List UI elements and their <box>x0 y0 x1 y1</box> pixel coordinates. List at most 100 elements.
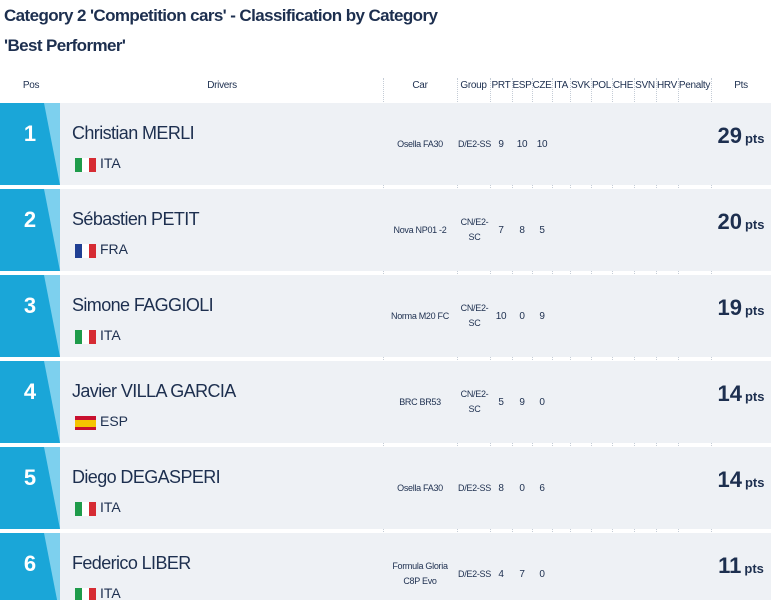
flag <box>75 158 96 172</box>
column-header: Penalty <box>678 80 711 91</box>
driver-name: Christian MERLI <box>72 123 195 143</box>
event-score: 10 <box>495 310 507 322</box>
flag-stripe <box>89 330 96 344</box>
flag-stripe <box>89 244 96 258</box>
points-value: 11 <box>718 553 742 578</box>
column-header: ESP <box>512 80 532 91</box>
points: 14 pts <box>711 381 771 407</box>
column-header: CZE <box>532 80 552 91</box>
points-unit: pts <box>744 475 765 490</box>
title: Category 2 'Competition cars' - Classifi… <box>4 6 438 25</box>
event-score: 0 <box>519 482 525 494</box>
points: 19 pts <box>711 295 771 321</box>
flag-stripe <box>75 588 82 600</box>
flag-stripe <box>82 588 89 600</box>
flag-stripe <box>75 244 82 258</box>
position-badge: 3 <box>0 275 60 357</box>
driver-name: Federico LIBER <box>72 553 191 573</box>
event-score: 5 <box>539 224 545 236</box>
flag-stripe <box>89 502 96 516</box>
country-code: ITA <box>100 155 121 171</box>
position-badge: 4 <box>0 361 60 443</box>
position: 4 <box>23 379 37 404</box>
group: D/E2-SS <box>458 568 491 579</box>
car: BRC BR53 <box>399 396 441 407</box>
table-row: 4 Javier VILLA GARCIA ESP BRC BR53 CN/E2-SC 5… <box>0 361 771 443</box>
car: Osella FA30 <box>397 482 443 493</box>
driver-name: Javier VILLA GARCIA <box>72 381 236 401</box>
points-value: 19 <box>717 295 742 320</box>
flag <box>75 330 96 344</box>
flag-stripe <box>82 244 89 258</box>
flag <box>75 244 96 258</box>
event-score: 10 <box>516 138 528 150</box>
event-score: 5 <box>498 396 504 408</box>
group: D/E2-SS <box>458 482 491 493</box>
flag-stripe <box>75 426 96 430</box>
car: Osella FA30 <box>397 138 443 149</box>
position-badge: 2 <box>0 189 60 271</box>
points-unit: pts <box>744 303 765 318</box>
country-code: ITA <box>100 499 121 515</box>
country-code: ESP <box>100 413 129 429</box>
table-row: 2 Sébastien PETIT FRA Nova NP01 -2 CN/E2-SC 7… <box>0 189 771 271</box>
position-badge: 1 <box>0 103 60 185</box>
position-badge: 6 <box>0 533 60 600</box>
driver-name: Simone FAGGIOLI <box>72 295 214 315</box>
position: 2 <box>23 207 37 232</box>
column-header: Pos <box>22 80 40 91</box>
car: Formula Gloria C8P Evo <box>392 561 448 586</box>
group: CN/E2-SC <box>460 389 489 414</box>
column-header: CHE <box>612 80 634 91</box>
event-score: 9 <box>498 138 504 150</box>
event-score: 4 <box>498 568 504 580</box>
flag-stripe <box>75 158 82 172</box>
group: CN/E2-SC <box>460 303 489 328</box>
badge-accent <box>44 533 60 600</box>
flag-stripe <box>82 330 89 344</box>
event-score: 7 <box>519 568 525 580</box>
event-score: 0 <box>519 310 525 322</box>
driver-name: Sébastien PETIT <box>72 209 200 229</box>
points-unit: pts <box>744 561 764 576</box>
group: D/E2-SS <box>458 138 491 149</box>
event-score: 0 <box>539 396 545 408</box>
event-score: 8 <box>519 224 525 236</box>
points: 14 pts <box>711 467 771 493</box>
points-value: 29 <box>717 123 742 148</box>
badge-accent <box>44 275 60 357</box>
column-header: PRT <box>491 80 511 91</box>
flag-stripe <box>82 502 89 516</box>
position: 1 <box>23 121 37 146</box>
country-code: FRA <box>100 241 128 257</box>
position: 5 <box>23 465 37 490</box>
points-unit: pts <box>744 131 765 146</box>
flag-stripe <box>89 588 96 600</box>
position: 6 <box>23 551 37 576</box>
country-code: ITA <box>100 327 121 343</box>
flag <box>75 416 96 430</box>
column-header: HRV <box>656 80 678 91</box>
event-score: 6 <box>539 482 545 494</box>
position-badge: 5 <box>0 447 60 529</box>
event-score: 9 <box>539 310 545 322</box>
flag-stripe <box>75 419 96 427</box>
badge-accent <box>44 189 60 271</box>
points-value: 14 <box>717 467 742 492</box>
column-header: Drivers <box>207 80 237 91</box>
event-score: 8 <box>498 482 504 494</box>
column-header: SVK <box>570 80 591 91</box>
car: Norma M20 FC <box>391 310 449 321</box>
badge-accent <box>44 361 60 443</box>
points-unit: pts <box>744 217 765 232</box>
flag-stripe <box>82 158 89 172</box>
event-score: 10 <box>536 138 548 150</box>
points-value: 20 <box>717 209 742 234</box>
group: CN/E2-SC <box>460 217 489 242</box>
flag <box>75 502 96 516</box>
table-row: 6 Federico LIBER ITA Formula Gloria C8P Evo… <box>0 533 771 600</box>
flag-stripe <box>75 416 96 420</box>
column-header: POL <box>591 80 612 91</box>
points: 11 pts <box>711 553 771 579</box>
column-header: Car <box>412 80 428 91</box>
